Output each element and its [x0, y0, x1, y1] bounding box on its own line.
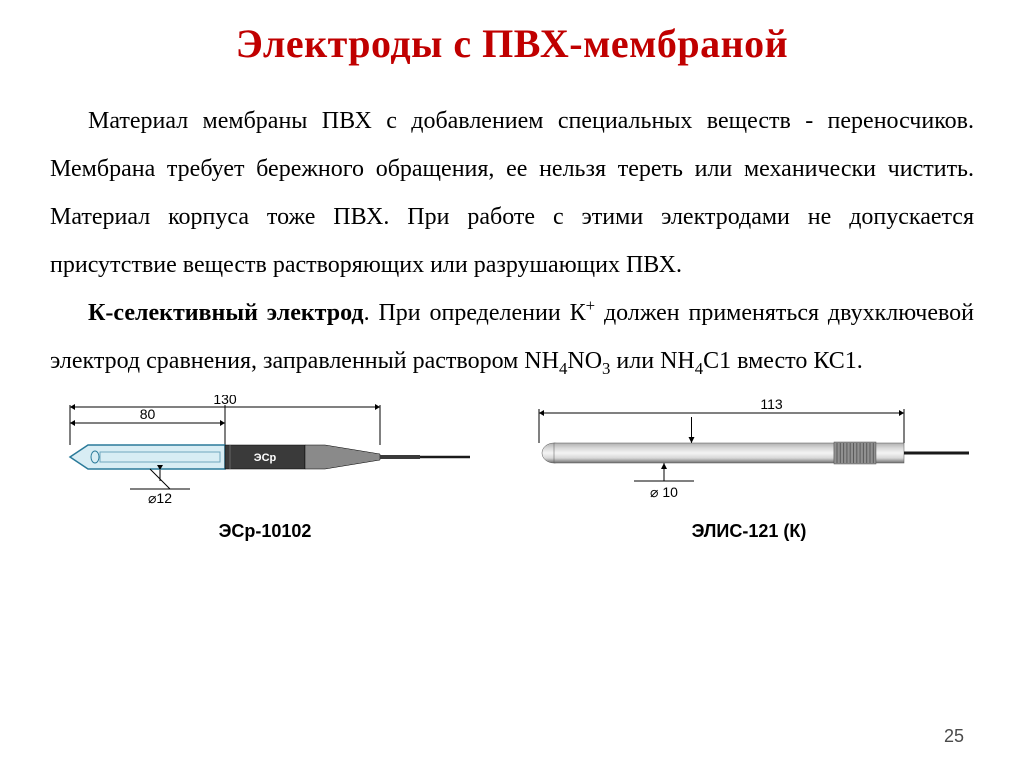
svg-text:113: 113 [760, 396, 783, 412]
p2-sup: + [586, 296, 595, 315]
diagram-left-label: ЭСр-10102 [219, 521, 312, 542]
page-number: 25 [944, 726, 964, 747]
electrode-left-svg: 80 130 ЭСр ⌀12 [50, 395, 480, 515]
paragraph-2: К-селективный электрод. При определении … [50, 289, 974, 385]
body-text: Материал мембраны ПВХ с добавлением спец… [50, 97, 974, 385]
diagram-left: 80 130 ЭСр ⌀12 ЭСр-10102 [50, 395, 480, 542]
svg-text:⌀12: ⌀12 [148, 490, 172, 506]
page-title: Электроды с ПВХ-мембраной [50, 20, 974, 67]
paragraph-1: Материал мембраны ПВХ с добавлением спец… [50, 97, 974, 289]
p2-mid1: NO [567, 348, 602, 374]
p2-sub3: 4 [695, 359, 703, 378]
svg-text:130: 130 [213, 395, 237, 407]
svg-text:⌀ 10: ⌀ 10 [650, 484, 678, 500]
diagram-right: 113 ⌀ 10 ЭЛИС-121 (К) [524, 395, 974, 542]
diagrams-row: 80 130 ЭСр ⌀12 ЭСр-10102 113 ⌀ 10 ЭЛИС-121 (… [50, 395, 974, 542]
electrode-right-svg: 113 ⌀ 10 [524, 395, 974, 515]
p2-a: . При определении К [364, 300, 586, 326]
diagram-right-label: ЭЛИС-121 (К) [692, 521, 807, 542]
svg-text:80: 80 [140, 406, 156, 422]
svg-text:ЭСр: ЭСр [254, 452, 277, 464]
p2-bold: К-селективный электрод [88, 300, 364, 326]
p2-mid2: или NH [610, 348, 694, 374]
p2-mid3: C1 вместо КС1. [703, 348, 863, 374]
